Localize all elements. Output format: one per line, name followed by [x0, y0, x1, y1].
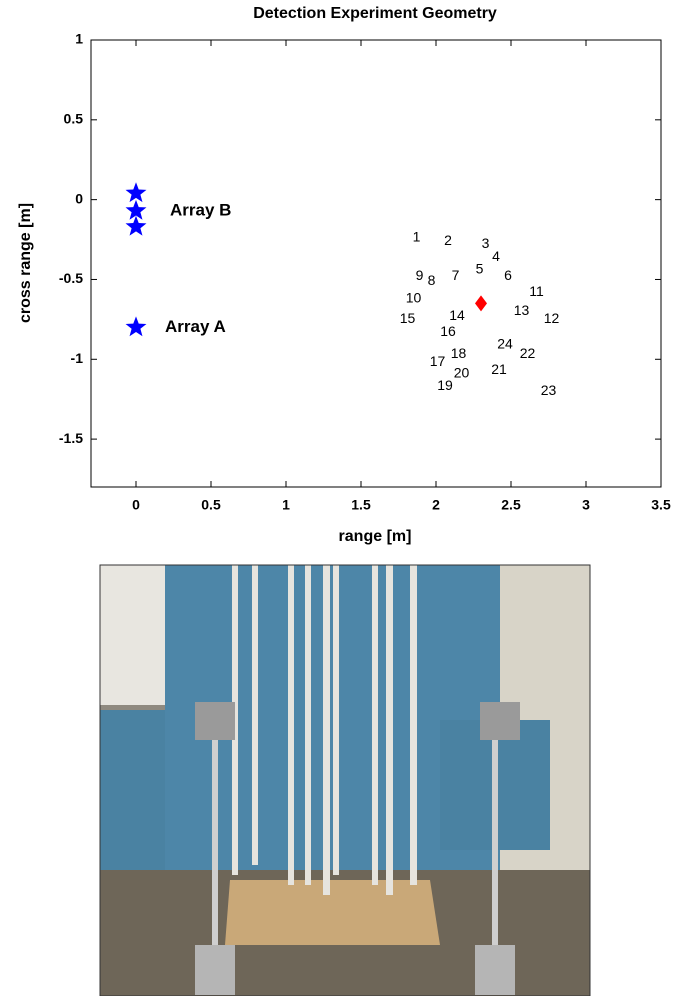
- antenna-left: [195, 702, 235, 740]
- chart-title: Detection Experiment Geometry: [253, 5, 497, 22]
- point-label: 16: [440, 323, 456, 339]
- target: [475, 295, 487, 312]
- point-label: 3: [482, 235, 490, 251]
- y-tick-label: 0.5: [64, 111, 84, 127]
- plot-frame: [90, 39, 662, 488]
- point-label: 9: [416, 267, 424, 283]
- y-tick-label: -1: [71, 350, 84, 366]
- point-label: 20: [454, 364, 470, 380]
- point-label: 22: [520, 345, 536, 361]
- point-label: 2: [444, 232, 452, 248]
- point-label: 10: [406, 289, 422, 305]
- annotation: Array A: [165, 317, 226, 336]
- point-label: 7: [452, 267, 460, 283]
- motor-left: [195, 945, 235, 995]
- point-label: 6: [504, 267, 512, 283]
- point-label: 5: [476, 261, 484, 277]
- x-tick-label: 0: [132, 497, 140, 513]
- photo-frame: [99, 564, 591, 996]
- antenna-right: [480, 702, 520, 740]
- x-tick-label: 0.5: [201, 497, 221, 513]
- point-label: 18: [451, 345, 467, 361]
- x-tick-label: 2: [432, 497, 440, 513]
- photo: [99, 564, 591, 996]
- x-tick-label: 3.5: [651, 497, 671, 513]
- point-label: 1: [413, 229, 421, 245]
- array-star: [125, 316, 147, 337]
- y-tick-label: 0: [75, 190, 83, 206]
- foam-panel: [100, 710, 165, 870]
- x-axis-label: range [m]: [339, 528, 412, 545]
- chart: Detection Experiment Geometry range [m] …: [17, 5, 671, 545]
- stand-right: [492, 740, 498, 950]
- array-star: [125, 182, 147, 203]
- stand-left: [212, 740, 218, 950]
- point-label: 4: [492, 248, 500, 264]
- point-label: 24: [497, 336, 513, 352]
- y-tick-label: 1: [75, 31, 83, 47]
- x-tick-label: 1.5: [351, 497, 371, 513]
- point-label: 21: [491, 361, 507, 377]
- point-label: 11: [529, 283, 544, 299]
- point-label: 13: [514, 302, 530, 318]
- point-label: 23: [541, 382, 557, 398]
- point-label: 15: [400, 310, 416, 326]
- y-axis-label: cross range [m]: [17, 203, 34, 323]
- wood-base: [225, 880, 440, 945]
- array-star: [125, 199, 147, 220]
- x-tick-label: 2.5: [501, 497, 521, 513]
- point-label: 12: [544, 310, 560, 326]
- wall: [100, 565, 170, 705]
- annotation: Array B: [170, 200, 231, 219]
- array-star: [125, 215, 147, 236]
- point-label: 8: [428, 272, 436, 288]
- y-tick-label: -0.5: [59, 270, 83, 286]
- motor-right: [475, 945, 515, 995]
- y-tick-label: -1.5: [59, 430, 83, 446]
- x-tick-label: 3: [582, 497, 590, 513]
- point-label: 14: [449, 307, 465, 323]
- x-tick-label: 1: [282, 497, 290, 513]
- point-label: 17: [430, 353, 446, 369]
- point-label: 19: [437, 377, 453, 393]
